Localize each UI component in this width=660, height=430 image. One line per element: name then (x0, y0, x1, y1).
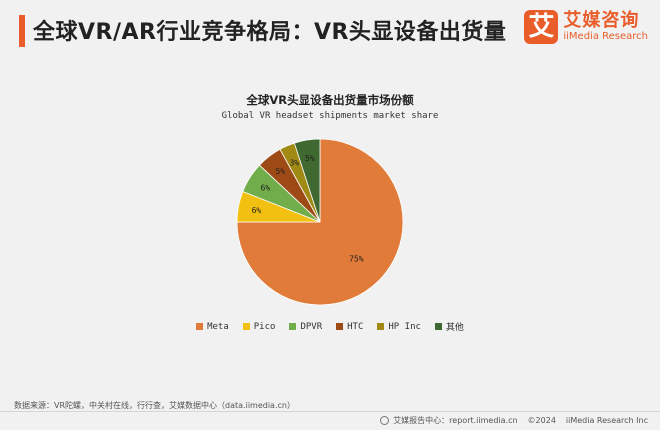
footer-divider (0, 411, 660, 412)
logo-mark: 艾 (524, 10, 559, 44)
pie-slice-其他 (293, 138, 321, 223)
title-accent-bar (19, 15, 25, 47)
data-label: 5% (276, 167, 286, 176)
legend-swatch (377, 323, 385, 330)
legend-item: HP Inc (377, 322, 421, 332)
copyright: ©2024 (527, 416, 556, 425)
chart-title: 全球VR头显设备出货量市场份额 (246, 93, 414, 107)
chart-subtitle: Global VR headset shipments market share (221, 111, 439, 121)
logo-text: 艾媒咨询 iiMedia Research (563, 11, 648, 43)
legend-item: Pico (242, 321, 276, 332)
data-label: 6% (261, 183, 271, 192)
legend-label: Pico (253, 321, 276, 332)
legend-swatch (242, 323, 250, 330)
legend-label: HTC (347, 321, 364, 332)
legend-item: HTC (336, 322, 363, 332)
legend-swatch (434, 323, 442, 330)
legend-item: 其他 (434, 320, 464, 333)
data-source: 数据来源：VR陀螺，中关村在线，行行查，艾媒数据中心（data.iimedia.… (14, 401, 295, 410)
page-title: 全球VR/AR行业竞争格局：VR头显设备出货量 (33, 20, 507, 45)
legend-item: DPVR (289, 322, 322, 332)
legend-swatch (336, 323, 344, 330)
pie-slice-meta (236, 138, 404, 306)
brand-logo: 艾 艾媒咨询 iiMedia Research (524, 10, 648, 44)
footer: 艾媒报告中心：report.iimedia.cn ©2024 iiMedia R… (380, 415, 648, 426)
legend-label: Meta (207, 321, 229, 332)
company-name: iiMedia Research Inc (565, 416, 648, 425)
logo-name-cn: 艾媒咨询 (563, 10, 640, 31)
legend-item: Meta (196, 322, 229, 332)
legend-label: HP Inc (388, 321, 421, 332)
legend-swatch (289, 323, 297, 330)
data-label: 6% (252, 206, 262, 215)
data-label: 3% (289, 159, 299, 168)
data-label: 5% (305, 154, 315, 163)
report-center-link[interactable]: 艾媒报告中心：report.iimedia.cn (393, 416, 518, 425)
data-label: 75% (349, 254, 364, 263)
logo-name-en: iiMedia Research (563, 31, 648, 42)
legend-label: DPVR (300, 321, 323, 332)
chart-legend: Meta Pico DPVR HTC HP Inc 其他 (0, 320, 660, 333)
legend-swatch (196, 323, 204, 330)
legend-label: 其他 (445, 323, 464, 333)
report-center-icon (380, 416, 390, 425)
